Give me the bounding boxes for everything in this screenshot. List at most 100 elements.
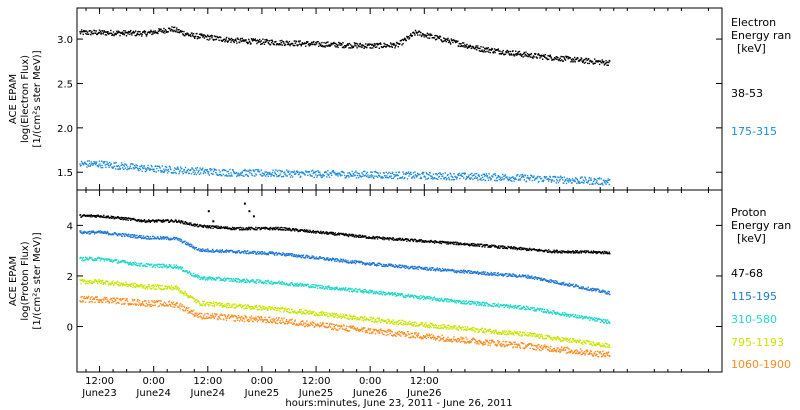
data-point bbox=[583, 317, 585, 319]
proton-panel: ACE EPAM log(Proton Flux) [1/(cm²s ster … bbox=[8, 189, 791, 373]
data-point bbox=[176, 239, 179, 241]
data-point bbox=[482, 173, 484, 175]
data-point bbox=[549, 55, 551, 58]
data-point bbox=[164, 165, 167, 168]
data-point bbox=[348, 233, 351, 236]
data-point bbox=[440, 39, 442, 41]
data-point bbox=[511, 247, 514, 249]
data-point bbox=[297, 285, 300, 287]
data-point bbox=[235, 172, 237, 175]
data-point bbox=[559, 250, 561, 252]
data-point bbox=[464, 242, 466, 245]
data-point bbox=[92, 32, 95, 35]
data-point bbox=[227, 41, 229, 43]
data-point bbox=[450, 298, 452, 301]
data-point bbox=[365, 290, 367, 292]
data-point bbox=[425, 298, 427, 300]
data-point bbox=[135, 264, 137, 266]
data-point bbox=[340, 44, 342, 46]
data-point bbox=[294, 230, 296, 232]
data-point bbox=[443, 178, 445, 180]
data-point bbox=[391, 45, 393, 47]
data-point bbox=[371, 174, 373, 176]
data-point bbox=[386, 176, 389, 179]
data-point bbox=[327, 259, 330, 262]
data-point bbox=[551, 179, 554, 181]
data-point bbox=[302, 229, 304, 231]
data-point bbox=[516, 307, 518, 310]
data-point bbox=[494, 246, 496, 248]
data-point bbox=[389, 42, 392, 44]
data-point bbox=[480, 243, 483, 245]
data-point bbox=[343, 289, 346, 291]
data-point bbox=[391, 46, 393, 48]
data-point bbox=[413, 265, 415, 268]
data-point bbox=[428, 174, 430, 176]
data-point bbox=[112, 166, 115, 168]
data-point bbox=[190, 243, 192, 246]
data-point bbox=[525, 180, 528, 182]
data-point bbox=[243, 169, 246, 172]
data-point bbox=[391, 238, 393, 241]
data-point bbox=[443, 40, 445, 42]
data-point bbox=[164, 236, 166, 238]
data-point bbox=[208, 174, 210, 176]
data-point bbox=[303, 43, 305, 45]
data-point bbox=[482, 271, 484, 274]
data-point bbox=[419, 173, 421, 176]
data-point bbox=[402, 42, 404, 45]
data-point bbox=[262, 175, 264, 177]
data-point bbox=[523, 305, 525, 308]
data-point bbox=[555, 182, 557, 184]
data-point bbox=[501, 51, 503, 53]
data-point bbox=[353, 234, 355, 236]
data-point bbox=[604, 291, 606, 294]
data-point bbox=[498, 245, 500, 247]
data-point bbox=[126, 261, 129, 263]
data-point bbox=[267, 253, 269, 256]
data-point bbox=[596, 251, 598, 253]
data-point bbox=[395, 239, 397, 241]
data-point bbox=[412, 176, 414, 178]
data-point bbox=[434, 298, 437, 300]
data-point bbox=[314, 43, 317, 46]
data-point bbox=[273, 228, 275, 230]
data-point bbox=[605, 60, 607, 62]
data-point bbox=[584, 58, 586, 61]
data-point bbox=[122, 167, 124, 169]
data-point bbox=[328, 44, 331, 46]
data-point bbox=[506, 178, 509, 180]
data-point bbox=[250, 42, 252, 45]
data-point bbox=[553, 311, 555, 313]
data-point bbox=[373, 236, 376, 239]
data-point bbox=[581, 288, 583, 290]
data-point bbox=[109, 259, 111, 261]
data-point bbox=[351, 290, 353, 292]
data-point bbox=[494, 49, 497, 52]
data-point bbox=[334, 45, 336, 47]
data-point bbox=[291, 171, 293, 173]
data-point bbox=[375, 292, 377, 294]
data-point bbox=[120, 261, 122, 264]
data-point bbox=[106, 217, 108, 219]
data-point bbox=[475, 45, 477, 47]
data-point bbox=[589, 319, 591, 321]
data-point bbox=[372, 291, 374, 293]
data-point bbox=[463, 272, 465, 274]
data-point bbox=[238, 249, 240, 252]
data-point bbox=[380, 292, 383, 294]
data-point bbox=[569, 180, 571, 182]
data-point bbox=[319, 44, 321, 47]
data-point bbox=[183, 223, 186, 225]
data-point bbox=[399, 43, 401, 45]
data-point bbox=[367, 43, 370, 45]
data-point bbox=[209, 278, 212, 280]
data-point bbox=[229, 175, 232, 177]
data-point bbox=[592, 318, 595, 321]
data-point bbox=[313, 171, 315, 173]
data-point bbox=[481, 303, 483, 305]
data-point bbox=[116, 165, 118, 168]
data-point bbox=[383, 291, 385, 293]
data-point bbox=[256, 39, 259, 41]
data-point bbox=[93, 215, 96, 217]
